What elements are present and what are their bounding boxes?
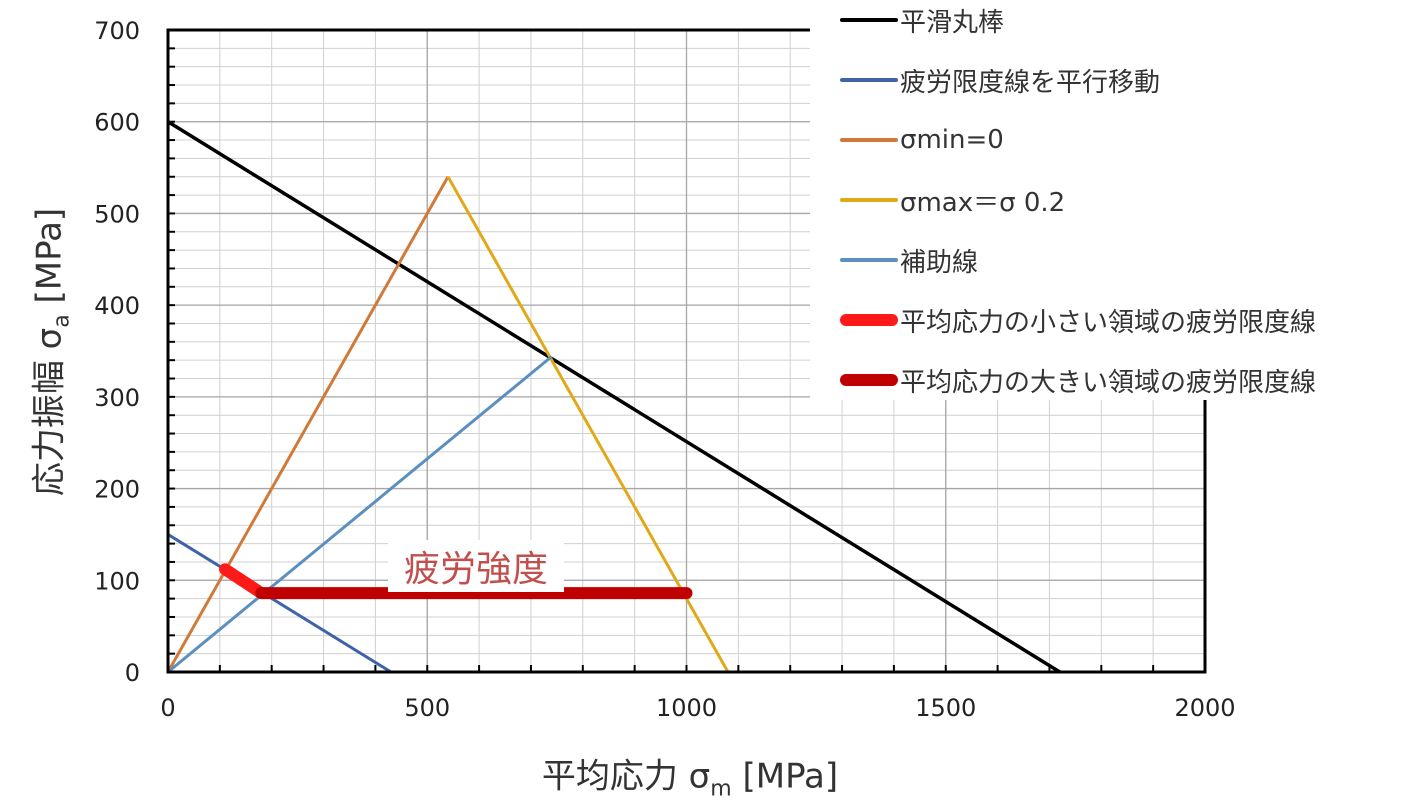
series-line-0 xyxy=(167,120,1061,674)
legend-item-high-mean: 平均応力の大きい領域の疲労限度線 xyxy=(840,360,1316,400)
legend-label: 疲労限度線を平行移動 xyxy=(900,67,1161,98)
series-line-4 xyxy=(167,355,553,674)
y-axis-subscript: a xyxy=(49,314,75,328)
y-tick-label: 600 xyxy=(94,109,140,137)
fatigue-strength-annotation: 疲労強度 xyxy=(388,540,565,592)
y-axis-symbol: σ xyxy=(29,327,70,350)
y-tick-label: 200 xyxy=(94,476,140,504)
legend-swatch xyxy=(840,258,898,262)
legend-item-smax: σmax＝σ 0.2 xyxy=(840,180,1065,220)
legend-swatch xyxy=(840,18,898,22)
y-tick-label: 100 xyxy=(94,567,140,595)
legend-swatch xyxy=(840,314,898,326)
legend-item-auxiliary: 補助線 xyxy=(840,240,978,280)
legend-item-shifted-limit: 疲労限度線を平行移動 xyxy=(840,60,1160,100)
y-tick-label: 0 xyxy=(125,659,140,687)
x-tick-label: 500 xyxy=(404,694,450,722)
legend-label: 平均応力の大きい領域の疲労限度線 xyxy=(900,367,1317,398)
legend-label: σmin=0 xyxy=(900,125,1004,155)
y-axis-label-text: 応力振幅 xyxy=(29,360,70,497)
legend-label: 平均応力の小さい領域の疲労限度線 xyxy=(900,307,1317,338)
legend-label: σmax＝σ 0.2 xyxy=(900,187,1066,218)
x-tick-label: 1000 xyxy=(656,694,717,722)
y-axis-unit: [MPa] xyxy=(29,207,70,304)
x-axis-label: 平均応力 σm [MPa] xyxy=(541,749,839,802)
x-tick-label: 2000 xyxy=(1174,694,1235,722)
x-tick-label: 1500 xyxy=(915,694,976,722)
legend-item-low-mean: 平均応力の小さい領域の疲労限度線 xyxy=(840,300,1316,340)
legend-label: 平滑丸棒 xyxy=(900,7,1005,38)
legend-swatch xyxy=(840,198,898,202)
x-axis-label-text: 平均応力 xyxy=(541,756,678,797)
legend-swatch xyxy=(840,374,898,386)
x-axis-subscript: m xyxy=(710,776,732,802)
y-axis-label: 応力振幅 σa [MPa] xyxy=(22,207,75,497)
legend-item-smooth-bar: 平滑丸棒 xyxy=(840,0,1004,40)
y-tick-label: 300 xyxy=(94,384,140,412)
legend-swatch xyxy=(840,138,898,142)
series-line-2 xyxy=(166,176,450,673)
legend-label: 補助線 xyxy=(900,247,979,278)
series-line-1 xyxy=(167,533,392,674)
y-tick-label: 500 xyxy=(94,200,140,228)
legend-swatch xyxy=(840,78,898,82)
series-line-5 xyxy=(219,563,268,600)
x-axis-symbol: σ xyxy=(688,756,711,797)
y-tick-label: 400 xyxy=(94,292,140,320)
x-tick-label: 0 xyxy=(160,694,175,722)
legend-item-smin-zero: σmin=0 xyxy=(840,120,1004,160)
legend: 平滑丸棒 疲労限度線を平行移動 σmin=0 σmax＝σ 0.2 補助線 平均… xyxy=(810,0,1410,400)
y-tick-label: 700 xyxy=(94,17,140,45)
x-axis-unit: [MPa] xyxy=(742,756,839,797)
